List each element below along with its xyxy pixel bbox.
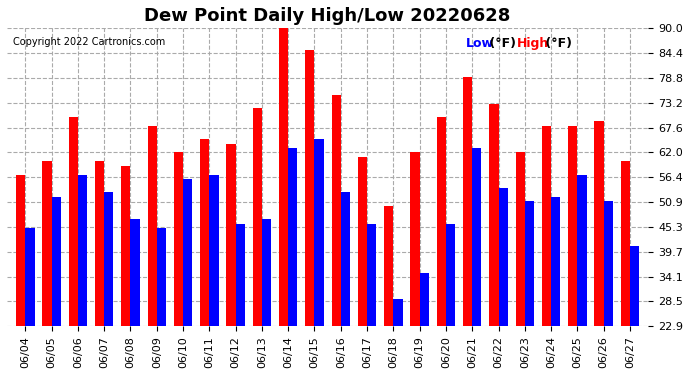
- Bar: [472, 148, 482, 375]
- Bar: [621, 161, 630, 375]
- Bar: [288, 148, 297, 375]
- Text: High: High: [517, 37, 549, 50]
- Bar: [630, 246, 639, 375]
- Bar: [411, 152, 420, 375]
- Bar: [253, 108, 262, 375]
- Bar: [525, 201, 534, 375]
- Bar: [463, 77, 472, 375]
- Bar: [604, 201, 613, 375]
- Bar: [341, 192, 350, 375]
- Bar: [262, 219, 271, 375]
- Bar: [542, 126, 551, 375]
- Text: Copyright 2022 Cartronics.com: Copyright 2022 Cartronics.com: [13, 37, 166, 47]
- Bar: [226, 144, 236, 375]
- Bar: [332, 94, 341, 375]
- Bar: [578, 175, 586, 375]
- Bar: [236, 224, 245, 375]
- Bar: [420, 273, 429, 375]
- Bar: [384, 206, 393, 375]
- Bar: [551, 197, 560, 375]
- Bar: [568, 126, 578, 375]
- Title: Dew Point Daily High/Low 20220628: Dew Point Daily High/Low 20220628: [144, 7, 511, 25]
- Bar: [95, 161, 104, 375]
- Bar: [104, 192, 113, 375]
- Bar: [174, 152, 183, 375]
- Bar: [515, 152, 525, 375]
- Bar: [367, 224, 376, 375]
- Bar: [279, 24, 288, 375]
- Bar: [121, 166, 130, 375]
- Bar: [148, 126, 157, 375]
- Bar: [595, 121, 604, 375]
- Bar: [358, 157, 367, 375]
- Bar: [183, 179, 193, 375]
- Bar: [393, 299, 402, 375]
- Bar: [42, 161, 52, 375]
- Bar: [437, 117, 446, 375]
- Bar: [78, 175, 87, 375]
- Text: Low: Low: [466, 37, 493, 50]
- Bar: [209, 175, 219, 375]
- Bar: [157, 228, 166, 375]
- Bar: [52, 197, 61, 375]
- Bar: [446, 224, 455, 375]
- Bar: [200, 139, 209, 375]
- Bar: [26, 228, 34, 375]
- Text: (°F): (°F): [485, 37, 516, 50]
- Bar: [489, 104, 498, 375]
- Bar: [315, 139, 324, 375]
- Bar: [498, 188, 508, 375]
- Text: (°F): (°F): [541, 37, 572, 50]
- Bar: [69, 117, 78, 375]
- Bar: [130, 219, 139, 375]
- Bar: [305, 50, 315, 375]
- Bar: [16, 175, 26, 375]
